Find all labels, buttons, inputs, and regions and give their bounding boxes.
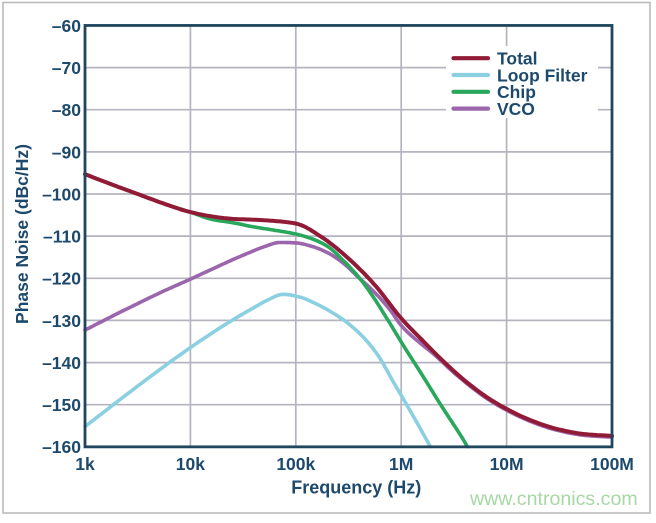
svg-text:–100: –100 xyxy=(42,184,81,204)
svg-text:100k: 100k xyxy=(276,454,315,474)
svg-text:1M: 1M xyxy=(389,454,413,474)
svg-text:–140: –140 xyxy=(42,353,81,373)
svg-text:–110: –110 xyxy=(43,227,81,247)
svg-text:–80: –80 xyxy=(52,100,81,120)
svg-text:–130: –130 xyxy=(42,311,81,331)
svg-text:10M: 10M xyxy=(490,454,524,474)
svg-text:–150: –150 xyxy=(42,395,81,415)
svg-text:Frequency (Hz): Frequency (Hz) xyxy=(291,477,421,497)
svg-text:Total: Total xyxy=(497,49,538,69)
svg-text:–90: –90 xyxy=(52,142,81,162)
svg-text:10k: 10k xyxy=(176,454,205,474)
svg-text:100M: 100M xyxy=(590,454,634,474)
svg-text:–70: –70 xyxy=(52,58,81,78)
svg-text:Loop Filter: Loop Filter xyxy=(497,65,588,85)
svg-text:VCO: VCO xyxy=(497,99,535,119)
svg-text:–60: –60 xyxy=(52,16,81,36)
svg-text:–120: –120 xyxy=(42,269,81,289)
svg-text:www.cntronics.com: www.cntronics.com xyxy=(469,488,638,510)
svg-text:Phase Noise (dBc/Hz): Phase Noise (dBc/Hz) xyxy=(12,144,32,324)
svg-text:Chip: Chip xyxy=(497,82,536,102)
svg-text:–160: –160 xyxy=(42,437,81,457)
svg-text:1k: 1k xyxy=(75,454,95,474)
